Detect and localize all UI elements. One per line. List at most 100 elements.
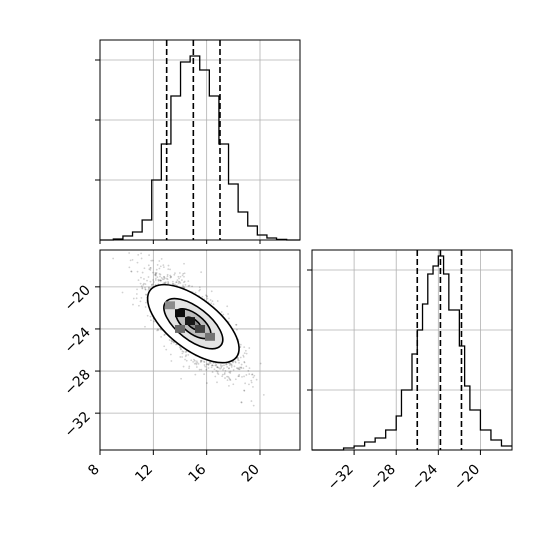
scatter-point (146, 279, 148, 282)
scatter-point (167, 282, 170, 284)
scatter-point (217, 373, 220, 376)
scatter-point (169, 268, 171, 271)
scatter-point (212, 303, 215, 306)
scatter-point (148, 254, 150, 257)
scatter-point (206, 295, 208, 297)
scatter-point (154, 271, 157, 274)
scatter-point (149, 315, 152, 318)
x-tick-label: 20 (239, 462, 263, 486)
scatter-point (211, 364, 214, 367)
scatter-point (185, 359, 188, 362)
scatter-point (163, 281, 166, 284)
scatter-point (208, 362, 211, 365)
scatter-point (145, 301, 147, 304)
density-cell (165, 301, 175, 310)
scatter-point (144, 293, 147, 296)
scatter-point (245, 374, 248, 376)
scatter-point (187, 353, 190, 356)
scatter-point (144, 288, 147, 291)
scatter-point (148, 286, 150, 289)
scatter-point (163, 278, 165, 281)
scatter-point (226, 375, 228, 378)
scatter-point (210, 302, 213, 305)
scatter-point (206, 382, 208, 384)
scatter-point (238, 373, 241, 376)
scatter-point (179, 282, 182, 284)
scatter-point (140, 252, 143, 255)
scatter-point (150, 232, 152, 234)
scatter-point (192, 360, 195, 363)
scatter-point (213, 368, 216, 371)
scatter-point (232, 383, 235, 386)
scatter-point (162, 266, 165, 269)
scatter-point (165, 277, 168, 280)
scatter-point (152, 283, 155, 285)
scatter-point (178, 272, 181, 274)
scatter-point (167, 280, 169, 283)
scatter-point (156, 328, 159, 331)
y-tick-label: −20 (62, 282, 94, 314)
scatter-point (144, 306, 147, 308)
scatter-point (255, 378, 258, 381)
scatter-point (243, 361, 246, 363)
scatter-point (159, 265, 162, 268)
scatter-point (184, 355, 187, 358)
scatter-point (211, 364, 214, 367)
scatter-point (169, 276, 172, 279)
scatter-point (131, 259, 134, 261)
scatter-point (207, 367, 210, 369)
scatter-point (200, 360, 203, 362)
scatter-point (253, 374, 256, 377)
scatter-point (206, 297, 209, 300)
scatter-point (201, 295, 204, 298)
scatter-point (173, 341, 175, 344)
scatter-point (166, 278, 169, 281)
scatter-point (163, 345, 166, 348)
scatter-point (237, 375, 240, 378)
scatter-point (198, 368, 201, 371)
scatter-point (149, 267, 152, 269)
scatter-point (173, 273, 176, 276)
scatter-point (228, 364, 231, 367)
scatter-point (250, 379, 253, 382)
scatter-point (160, 279, 162, 282)
scatter-point (223, 364, 225, 367)
scatter-point (216, 300, 219, 302)
scatter-point (216, 372, 219, 374)
scatter-point (148, 268, 151, 271)
scatter-point (200, 368, 203, 371)
scatter-point (182, 285, 184, 288)
scatter-point (238, 375, 240, 378)
scatter-point (184, 351, 187, 353)
scatter-point (243, 352, 246, 354)
scatter-point (135, 293, 138, 295)
scatter-point (181, 356, 184, 358)
scatter-point (140, 296, 143, 299)
scatter-point (170, 342, 173, 345)
scatter-point (188, 367, 190, 370)
scatter-point (156, 264, 159, 266)
scatter-point (154, 277, 157, 280)
scatter-point (149, 269, 152, 271)
scatter-point (178, 346, 181, 348)
scatter-point (221, 375, 224, 378)
scatter-point (227, 375, 230, 378)
scatter-point (240, 366, 243, 369)
scatter-point (238, 368, 241, 371)
scatter-point (222, 313, 225, 316)
scatter-point (150, 259, 153, 262)
scatter-point (163, 275, 165, 278)
scatter-point (152, 279, 155, 281)
scatter-point (163, 282, 166, 285)
scatter-point (215, 370, 218, 372)
scatter-point (216, 370, 219, 373)
scatter-point (248, 347, 251, 349)
scatter-point (137, 279, 140, 282)
scatter-point (250, 381, 253, 384)
scatter-point (232, 369, 235, 371)
scatter-point (150, 319, 152, 322)
scatter-point (160, 257, 163, 260)
scatter-point (164, 281, 167, 284)
scatter-point (235, 367, 238, 369)
scatter-point (224, 377, 226, 379)
